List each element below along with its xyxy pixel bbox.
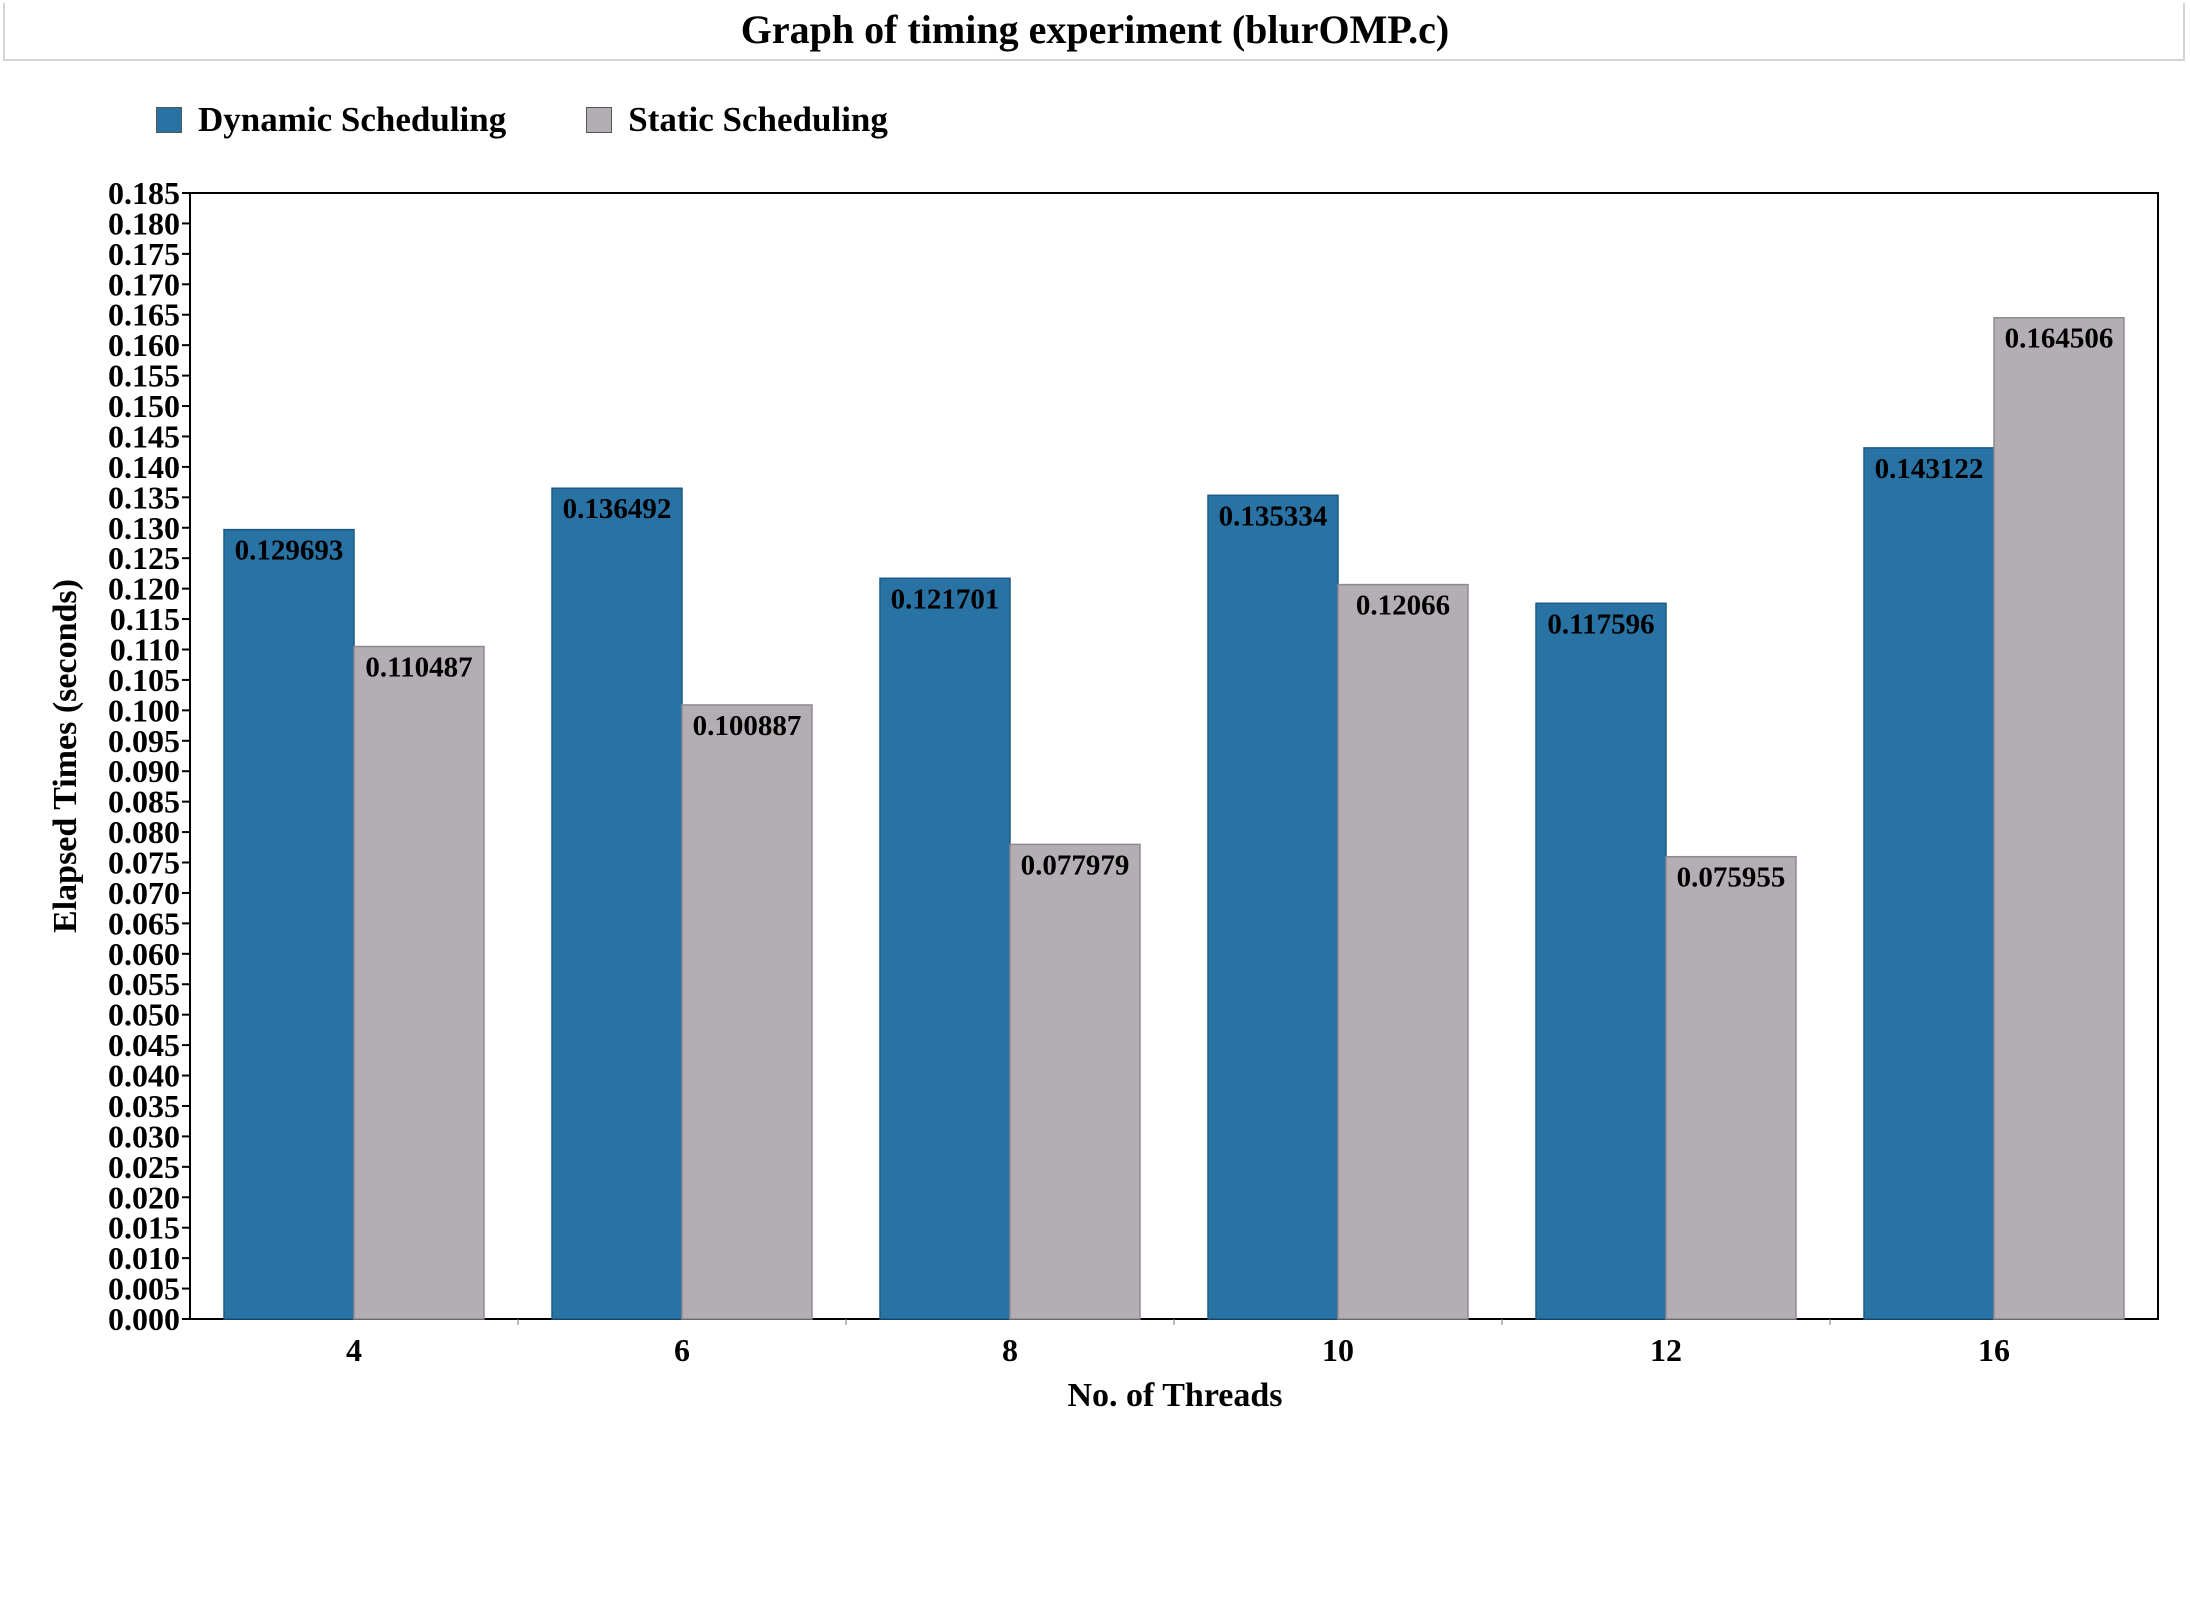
y-tick-label: 0.090 [108, 753, 180, 789]
bar [1337, 583, 1469, 1320]
x-tick-label: 16 [1978, 1332, 2010, 1368]
y-tick-label: 0.000 [108, 1301, 180, 1337]
data-label: 0.129693 [235, 535, 344, 567]
y-tick-label: 0.140 [108, 449, 180, 485]
data-label: 0.136492 [563, 493, 672, 525]
bar [1665, 855, 1797, 1320]
data-label: 0.077979 [1021, 849, 1130, 881]
y-tick-label: 0.010 [108, 1240, 180, 1276]
chart-title: Graph of timing experiment (blurOMP.c) [740, 7, 1450, 52]
y-axis-label: Elapsed Times (seconds) [47, 579, 84, 933]
y-tick-label: 0.085 [108, 784, 180, 820]
legend-label-static: Static Scheduling [628, 100, 888, 139]
y-tick-label: 0.145 [108, 418, 180, 454]
y-tick-label: 0.115 [110, 601, 180, 637]
y-tick-label: 0.110 [110, 631, 180, 667]
bar [1993, 316, 2125, 1320]
y-tick-label: 0.100 [108, 692, 180, 728]
y-tick-label: 0.050 [108, 997, 180, 1033]
y-tick-label: 0.025 [108, 1149, 180, 1185]
bar [551, 487, 683, 1320]
y-tick-label: 0.165 [108, 297, 180, 333]
bar [353, 645, 485, 1320]
y-tick-label: 0.135 [108, 479, 180, 515]
legend-swatch-dynamic [156, 107, 182, 133]
x-tick-label: 12 [1650, 1332, 1682, 1368]
y-tick-label: 0.035 [108, 1088, 180, 1124]
bar [1863, 447, 1995, 1320]
y-tick-label: 0.180 [108, 205, 180, 241]
legend-item-static: Static Scheduling [586, 100, 888, 140]
y-tick-label: 0.155 [108, 358, 180, 394]
x-tick-label: 8 [1002, 1332, 1018, 1368]
y-tick-label: 0.105 [108, 662, 180, 698]
plot-area: 0.0000.0050.0100.0150.0200.0250.0300.035… [108, 175, 2159, 1368]
data-label: 0.12066 [1356, 590, 1450, 622]
y-tick-label: 0.175 [108, 236, 180, 272]
x-tick-label: 4 [346, 1332, 362, 1368]
y-tick-label: 0.070 [108, 875, 180, 911]
y-tick-label: 0.055 [108, 966, 180, 1002]
y-tick-label: 0.060 [108, 936, 180, 972]
data-label: 0.110487 [365, 652, 472, 684]
y-tick-label: 0.150 [108, 388, 180, 424]
data-label: 0.121701 [891, 583, 1000, 615]
y-tick-label: 0.030 [108, 1118, 180, 1154]
title-bar [3, 3, 2185, 61]
plot-frame [189, 192, 2159, 1320]
y-tick-label: 0.125 [108, 540, 180, 576]
y-tick-label: 0.080 [108, 814, 180, 850]
y-tick-label: 0.040 [108, 1058, 180, 1094]
data-label: 0.075955 [1677, 862, 1786, 894]
y-tick-label: 0.160 [108, 327, 180, 363]
y-tick-label: 0.185 [108, 175, 180, 211]
data-label: 0.164506 [2005, 323, 2114, 355]
y-tick-label: 0.170 [108, 266, 180, 302]
y-tick-label: 0.005 [108, 1271, 180, 1307]
y-tick-label: 0.045 [108, 1027, 180, 1063]
data-label: 0.100887 [693, 710, 802, 742]
y-tick-label: 0.015 [108, 1210, 180, 1246]
y-tick-label: 0.095 [108, 723, 180, 759]
x-tick-label: 6 [674, 1332, 690, 1368]
legend-label-dynamic: Dynamic Scheduling [198, 100, 507, 139]
bar [879, 577, 1011, 1320]
y-tick-label: 0.130 [108, 510, 180, 546]
y-tick-label: 0.120 [108, 571, 180, 607]
y-tick-label: 0.020 [108, 1179, 180, 1215]
data-label: 0.135334 [1219, 500, 1328, 532]
y-tick-label: 0.065 [108, 905, 180, 941]
bar [681, 704, 813, 1320]
data-label: 0.117596 [1547, 608, 1654, 640]
bar [1535, 602, 1667, 1320]
legend-item-dynamic: Dynamic Scheduling [156, 100, 506, 140]
legend: Dynamic Scheduling Static Scheduling [156, 100, 968, 140]
data-label: 0.143122 [1875, 453, 1984, 485]
y-tick-label: 0.075 [108, 845, 180, 881]
bar [1207, 494, 1339, 1320]
bar [1009, 843, 1141, 1320]
x-axis-label: No. of Threads [1067, 1377, 1282, 1414]
bar [223, 528, 355, 1320]
legend-swatch-static [586, 107, 613, 133]
x-tick-label: 10 [1322, 1332, 1354, 1368]
